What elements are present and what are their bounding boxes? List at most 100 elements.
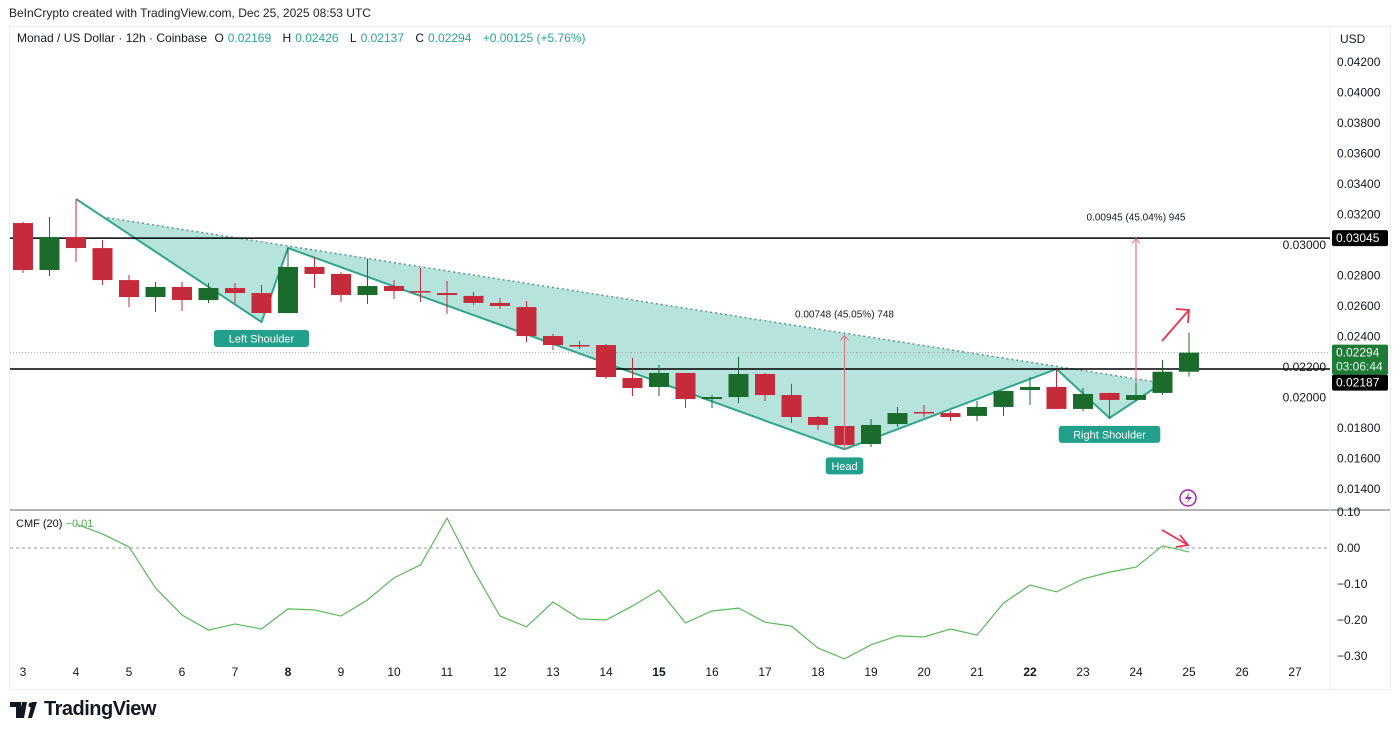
candle (940, 411, 961, 421)
candle (172, 282, 192, 312)
candle (914, 404, 934, 418)
trend-up-arrow (1161, 309, 1190, 342)
candle-body (331, 273, 351, 296)
price-tick: 0.02800 (1337, 269, 1381, 283)
candle (702, 395, 722, 409)
candle (39, 216, 60, 276)
candle (278, 248, 298, 314)
candle-body (1020, 386, 1040, 391)
open-value: 0.02169 (227, 31, 272, 45)
candle (516, 300, 537, 342)
pattern-fill (76, 198, 1163, 450)
price-tick: 0.03600 (1337, 147, 1381, 161)
time-tick: 16 (705, 665, 719, 679)
candle (1020, 377, 1040, 405)
candle-body (1073, 393, 1093, 409)
time-tick: 8 (285, 665, 292, 679)
candle (569, 341, 590, 350)
candle (675, 372, 696, 409)
candle-body (198, 288, 219, 301)
candle (1073, 388, 1093, 412)
price-tick: 0.04000 (1337, 86, 1381, 100)
cmf-tick: −0.10 (1337, 577, 1368, 591)
price-tick: 0.01800 (1337, 421, 1381, 435)
pattern-label-bg (213, 330, 310, 348)
cmf-tick: 0.00 (1337, 541, 1361, 555)
candle-body (172, 286, 192, 301)
candle-body (13, 223, 33, 271)
candle-body (1126, 395, 1146, 400)
candle (225, 282, 245, 303)
candle-body (1152, 371, 1173, 393)
pattern-label: Right Shoulder (1073, 429, 1146, 441)
candle (993, 390, 1014, 416)
candle (145, 282, 166, 312)
level-price-label: 0.02187 (1336, 376, 1380, 390)
candle-body (516, 307, 537, 337)
candle (755, 372, 775, 402)
time-tick: 19 (864, 665, 878, 679)
candle-body (490, 302, 510, 306)
candle (490, 298, 510, 310)
tradingview-logo: TradingView (10, 698, 156, 721)
measure-arrowhead (1131, 237, 1141, 244)
time-tick: 22 (1023, 665, 1037, 679)
candle-body (119, 280, 139, 298)
candle-body (993, 390, 1014, 407)
time-tick: 26 (1235, 665, 1249, 679)
cmf-tick: −0.30 (1337, 649, 1368, 663)
candle-body (225, 288, 245, 294)
change-value: +0.00125 (+5.76%) (482, 31, 586, 45)
time-tick: 6 (179, 665, 186, 679)
candle (357, 259, 378, 305)
candle-body (569, 345, 590, 347)
candle (861, 419, 881, 448)
cmf-line (75, 516, 1190, 660)
candle (781, 383, 802, 423)
candle-body (437, 293, 457, 296)
candle-body (649, 372, 669, 387)
time-tick: 13 (546, 665, 560, 679)
candle (251, 284, 272, 314)
level-price-label-bg (1332, 374, 1388, 391)
pattern-label: Head (831, 461, 857, 473)
current-price-label: 0.02294 (1336, 346, 1380, 360)
candle-body (808, 417, 828, 425)
candle-body (702, 397, 722, 400)
measure-label: 0.00945 (45.04%) 945 (1087, 212, 1186, 223)
time-tick: 11 (441, 665, 454, 679)
candle (887, 406, 908, 427)
cmf-down-arrowhead (1175, 534, 1190, 548)
candle (967, 401, 987, 421)
candle (66, 198, 86, 262)
candle-body (1046, 386, 1067, 409)
candle (384, 280, 404, 299)
time-tick: 18 (811, 665, 825, 679)
time-tick: 25 (1182, 665, 1196, 679)
currency-label[interactable]: USD (1340, 32, 1366, 46)
candle-body (543, 336, 563, 346)
pattern-label-bg (1058, 425, 1161, 443)
price-tick: 0.04200 (1337, 55, 1381, 69)
candle (304, 257, 325, 289)
price-tick: 0.03800 (1337, 116, 1381, 130)
candle (728, 356, 749, 403)
high-value: 0.02426 (295, 31, 339, 45)
candle-body (66, 237, 86, 249)
countdown-label: 03:06:44 (1336, 360, 1383, 374)
time-tick: 12 (493, 665, 507, 679)
pattern-label: Left Shoulder (229, 334, 295, 346)
lightning-icon-glyph (1185, 492, 1192, 504)
cmf-legend: CMF (20) −0.01 (16, 518, 94, 530)
trend-up-arrowhead (1175, 308, 1190, 324)
candle-body (887, 413, 908, 425)
measure-label: 0.00748 (45.05%) 748 (795, 309, 894, 320)
time-tick: 21 (970, 665, 984, 679)
candle (1126, 383, 1146, 402)
candle (198, 282, 219, 303)
candle-body (675, 372, 696, 400)
candle (13, 221, 33, 274)
candle-body (861, 424, 881, 445)
time-tick: 10 (387, 665, 401, 679)
